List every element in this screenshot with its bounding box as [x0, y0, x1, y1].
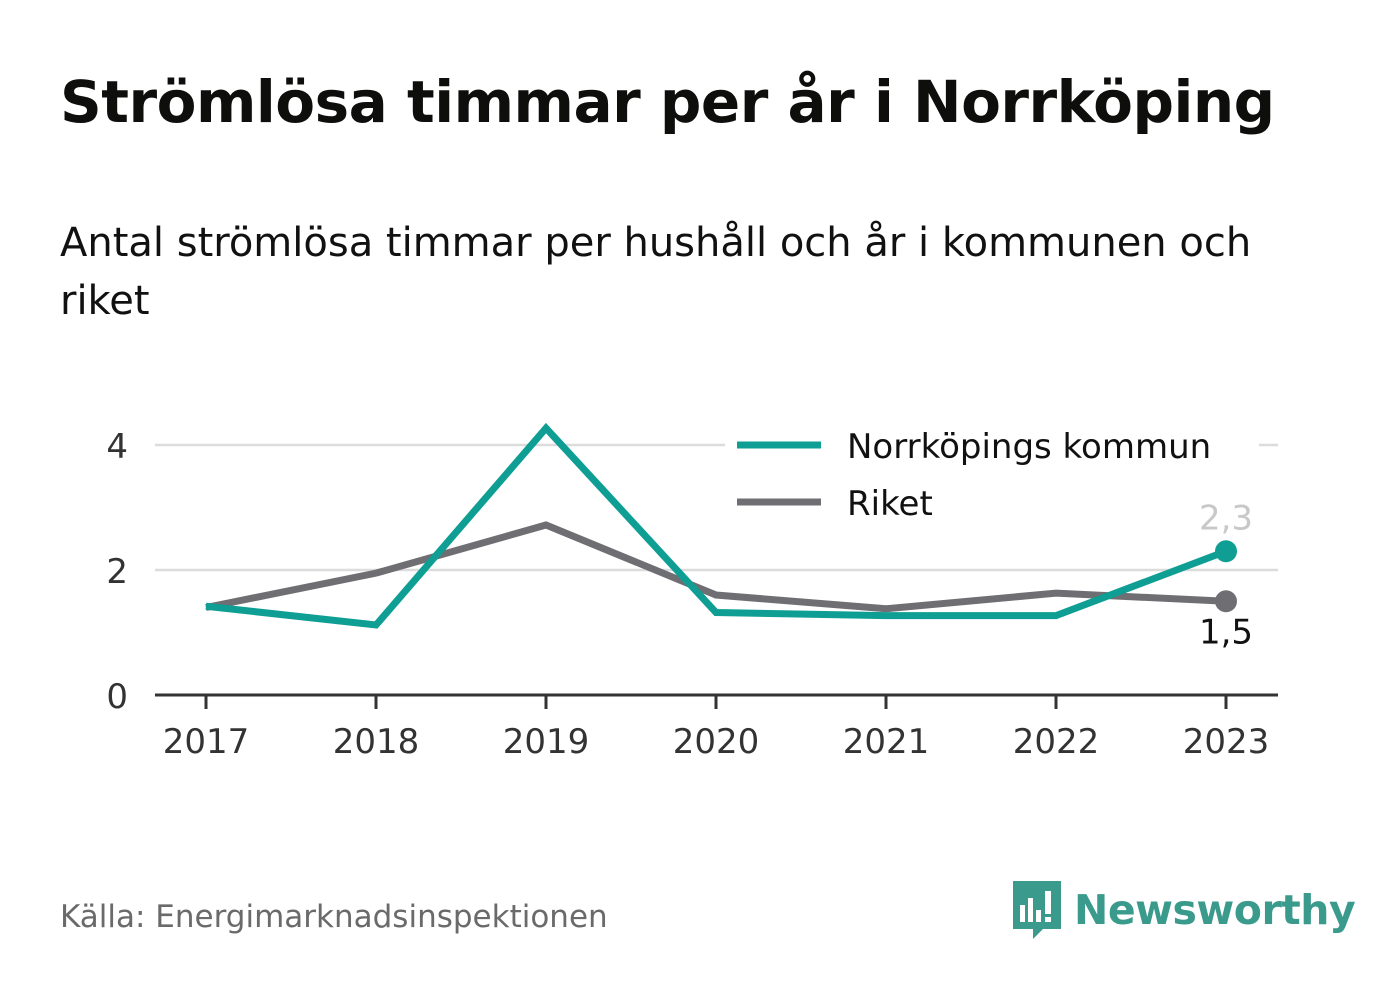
brand-logo: Newsworthy — [1010, 878, 1356, 942]
end-point-kommun — [1215, 540, 1237, 563]
x-tick-label: 2023 — [1183, 722, 1270, 762]
bar-chart-speech-bubble-icon — [1013, 881, 1061, 939]
end-labels: 2,3 1,5 — [1199, 498, 1253, 652]
series-line-kommun — [205, 422, 1228, 629]
legend-label-kommun: Norrköpings kommun — [847, 427, 1211, 467]
series-lines — [205, 422, 1237, 629]
end-point-riket — [1215, 590, 1237, 613]
y-tick-label: 4 — [106, 427, 128, 467]
legend-background — [725, 415, 1259, 533]
chart-title: Strömlösa timmar per år i Norrköping — [60, 68, 1275, 136]
x-tick-label: 2020 — [673, 722, 760, 762]
x-tick-label: 2017 — [163, 722, 250, 762]
y-tick-label: 0 — [106, 677, 128, 717]
x-tick-label: 2019 — [503, 722, 590, 762]
series-line-riket — [205, 521, 1227, 613]
legend: Norrköpings kommun Riket — [725, 415, 1259, 533]
y-tick-label: 2 — [106, 552, 128, 592]
x-tick-label: 2018 — [333, 722, 420, 762]
legend-label-riket: Riket — [847, 484, 933, 524]
x-tick-label: 2022 — [1013, 722, 1100, 762]
x-tick-label: 2021 — [843, 722, 930, 762]
end-value-label-kommun: 2,3 — [1199, 498, 1253, 538]
brand-name: Newsworthy — [1074, 886, 1356, 934]
end-value-label-riket: 1,5 — [1199, 612, 1253, 652]
chart-subtitle: Antal strömlösa timmar per hushåll och å… — [60, 220, 1252, 324]
source-note: Källa: Energimarknadsinspektionen — [60, 899, 608, 935]
axes: 0 2 4 2017 2018 2019 2020 2021 2022 2023 — [106, 427, 1278, 762]
